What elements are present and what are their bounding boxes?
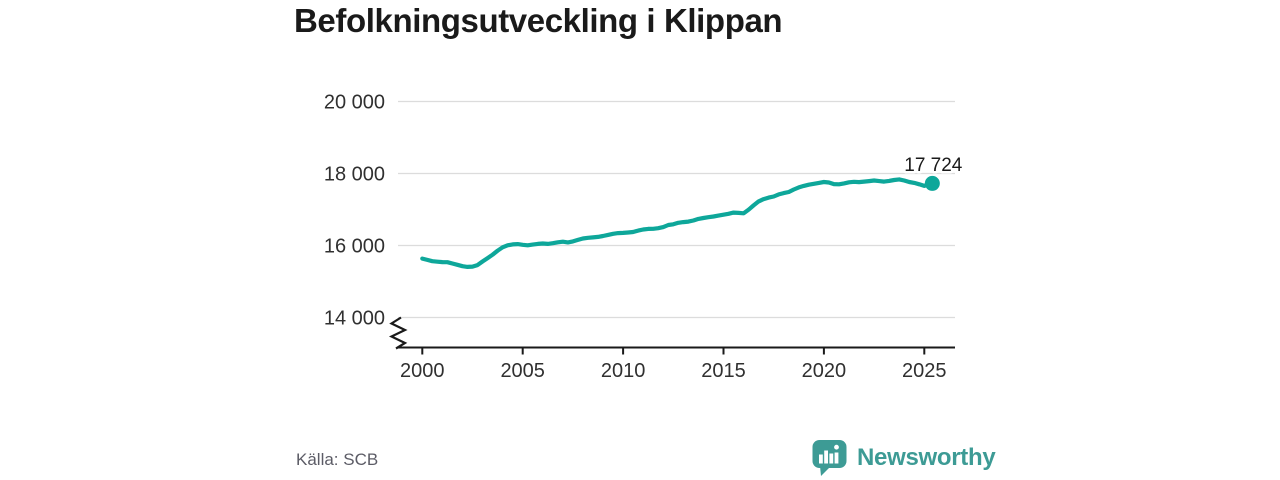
axis-break-icon: [388, 316, 408, 350]
y-tick-label: 14 000: [324, 308, 385, 330]
x-tick-label: 2015: [701, 360, 746, 382]
x-tick-label: 2000: [400, 360, 445, 382]
end-point-label: 17 724: [904, 155, 963, 176]
x-tick-label: 2020: [802, 360, 847, 382]
newsworthy-wordmark: Newsworthy: [857, 444, 996, 471]
x-axis-labels: 2000 2005 2010 2015 2020 2025: [400, 360, 947, 382]
population-line: [420, 177, 935, 269]
y-tick-label: 20 000: [324, 92, 385, 114]
x-tick-label: 2025: [902, 360, 947, 382]
newsworthy-brand: Newsworthy: [812, 438, 996, 478]
x-axis-ticks: [421, 347, 926, 355]
end-point-dot: [924, 175, 940, 191]
newsworthy-logo-icon: [812, 440, 847, 476]
y-axis-labels: 14 000 16 000 18 000 20 000: [324, 92, 385, 330]
y-tick-label: 18 000: [324, 164, 385, 186]
source-label: Källa: SCB: [296, 450, 379, 469]
gridlines: [398, 100, 955, 319]
chart-title: Befolkningsutveckling i Klippan: [294, 2, 783, 39]
y-tick-label: 16 000: [324, 236, 385, 258]
x-tick-label: 2010: [601, 360, 646, 382]
x-tick-label: 2005: [500, 360, 545, 382]
